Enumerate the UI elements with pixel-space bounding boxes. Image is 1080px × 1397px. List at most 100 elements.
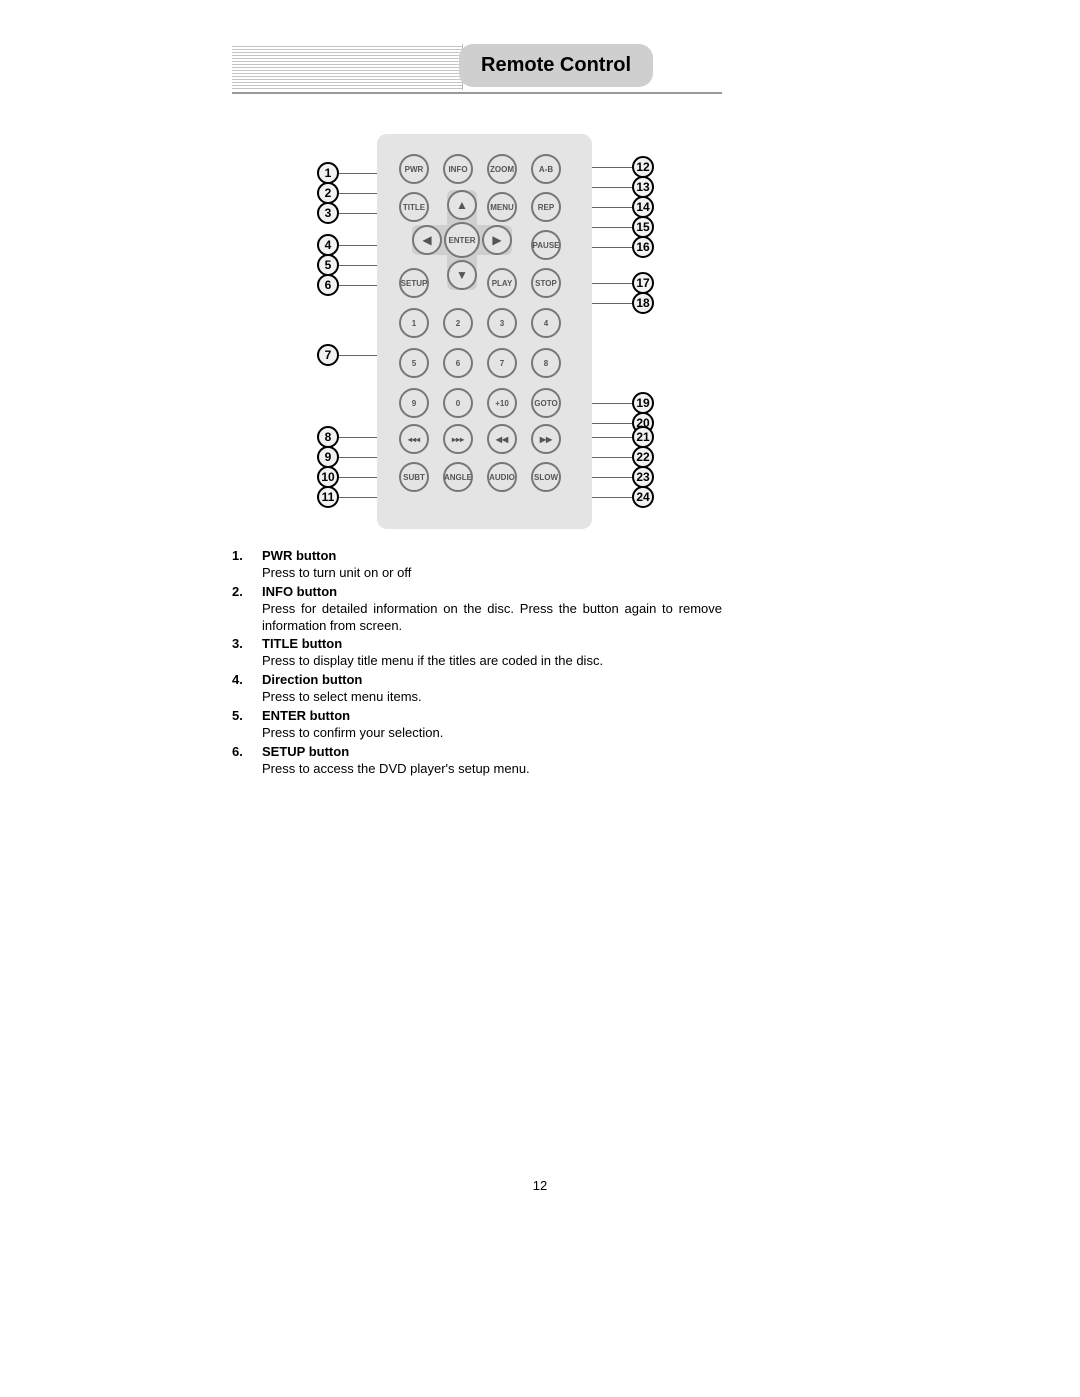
remote-btn-stop: STOP xyxy=(531,268,561,298)
description-number: 5. xyxy=(232,708,262,742)
description-body: TITLE buttonPress to display title menu … xyxy=(262,636,722,670)
page-header: Remote Control xyxy=(232,40,722,90)
remote-btn-num-5: 5 xyxy=(399,348,429,378)
description-title: INFO button xyxy=(262,584,722,601)
header-rule xyxy=(232,92,722,94)
callout-13: 13 xyxy=(632,176,654,198)
remote-btn-pwr: PWR xyxy=(399,154,429,184)
remote-btn-a-b: A-B xyxy=(531,154,561,184)
description-number: 3. xyxy=(232,636,262,670)
description-text: Press to display title menu if the title… xyxy=(262,653,722,670)
callout-18: 18 xyxy=(632,292,654,314)
callout-1: 1 xyxy=(317,162,339,184)
description-list: 1.PWR buttonPress to turn unit on or off… xyxy=(232,548,722,780)
callout-3: 3 xyxy=(317,202,339,224)
remote-btn-title: TITLE xyxy=(399,192,429,222)
sheet: Remote Control 1234567891011 12131415161… xyxy=(0,0,1080,1397)
dpad-right-icon: ▶ xyxy=(482,225,512,255)
description-body: Direction buttonPress to select menu ite… xyxy=(262,672,722,706)
remote-btn-num-9: 9 xyxy=(399,388,429,418)
callout-9: 9 xyxy=(317,446,339,468)
description-title: ENTER button xyxy=(262,708,722,725)
header-decorative-lines xyxy=(232,44,463,90)
description-text: Press to confirm your selection. xyxy=(262,725,722,742)
description-title: PWR button xyxy=(262,548,722,565)
dpad-down-icon: ▼ xyxy=(447,260,477,290)
remote-btn-num-8: 8 xyxy=(531,348,561,378)
remote-btn-transport-1: ▸▸▸ xyxy=(443,424,473,454)
callout-15: 15 xyxy=(632,216,654,238)
remote-btn-num-6: 6 xyxy=(443,348,473,378)
callout-2: 2 xyxy=(317,182,339,204)
description-item-5: 5.ENTER buttonPress to confirm your sele… xyxy=(232,708,722,742)
remote-btn-angle: ANGLE xyxy=(443,462,473,492)
remote-btn-slow: SLOW xyxy=(531,462,561,492)
description-body: PWR buttonPress to turn unit on or off xyxy=(262,548,722,582)
page-number: 12 xyxy=(0,1178,1080,1193)
content-area: Remote Control 1234567891011 12131415161… xyxy=(232,40,722,554)
remote-btn-pause: PAUSE xyxy=(531,230,561,260)
description-item-1: 1.PWR buttonPress to turn unit on or off xyxy=(232,548,722,582)
remote-btn-setup: SETUP xyxy=(399,268,429,298)
callout-10: 10 xyxy=(317,466,339,488)
description-text: Press to select menu items. xyxy=(262,689,722,706)
callout-19: 19 xyxy=(632,392,654,414)
callout-16: 16 xyxy=(632,236,654,258)
remote-btn-info: INFO xyxy=(443,154,473,184)
callout-21: 21 xyxy=(632,426,654,448)
description-body: ENTER buttonPress to confirm your select… xyxy=(262,708,722,742)
callout-24: 24 xyxy=(632,486,654,508)
remote-btn-play: PLAY xyxy=(487,268,517,298)
remote-btn-num-0: 0 xyxy=(443,388,473,418)
page: Remote Control 1234567891011 12131415161… xyxy=(0,0,1080,1397)
callout-6: 6 xyxy=(317,274,339,296)
description-number: 2. xyxy=(232,584,262,635)
description-text: Press for detailed information on the di… xyxy=(262,601,722,635)
remote-btn-zoom: ZOOM xyxy=(487,154,517,184)
header-title: Remote Control xyxy=(481,54,631,76)
description-number: 6. xyxy=(232,744,262,778)
remote-btn-menu: MENU xyxy=(487,192,517,222)
callout-5: 5 xyxy=(317,254,339,276)
callout-11: 11 xyxy=(317,486,339,508)
remote-btn-num-GOTO: GOTO xyxy=(531,388,561,418)
remote-btn-num-3: 3 xyxy=(487,308,517,338)
description-title: TITLE button xyxy=(262,636,722,653)
dpad-left-icon: ◀ xyxy=(412,225,442,255)
callout-7: 7 xyxy=(317,344,339,366)
callout-4: 4 xyxy=(317,234,339,256)
description-item-4: 4.Direction buttonPress to select menu i… xyxy=(232,672,722,706)
callout-14: 14 xyxy=(632,196,654,218)
remote-diagram: 1234567891011 12131415161718192021222324… xyxy=(232,134,722,554)
remote-btn-num-+10: +10 xyxy=(487,388,517,418)
remote-btn-num-2: 2 xyxy=(443,308,473,338)
remote-btn-transport-2: ◀◀ xyxy=(487,424,517,454)
header-tab: Remote Control xyxy=(459,44,653,87)
description-text: Press to turn unit on or off xyxy=(262,565,722,582)
description-text: Press to access the DVD player's setup m… xyxy=(262,761,722,778)
description-body: INFO buttonPress for detailed informatio… xyxy=(262,584,722,635)
description-body: SETUP buttonPress to access the DVD play… xyxy=(262,744,722,778)
description-number: 1. xyxy=(232,548,262,582)
remote-btn-rep: REP xyxy=(531,192,561,222)
remote-btn-num-4: 4 xyxy=(531,308,561,338)
callout-17: 17 xyxy=(632,272,654,294)
remote-btn-transport-0: ◂◂◂ xyxy=(399,424,429,454)
callout-22: 22 xyxy=(632,446,654,468)
description-item-2: 2.INFO buttonPress for detailed informat… xyxy=(232,584,722,635)
callout-12: 12 xyxy=(632,156,654,178)
remote-btn-num-7: 7 xyxy=(487,348,517,378)
description-title: SETUP button xyxy=(262,744,722,761)
dpad-up-icon: ▲ xyxy=(447,190,477,220)
callout-8: 8 xyxy=(317,426,339,448)
description-item-3: 3.TITLE buttonPress to display title men… xyxy=(232,636,722,670)
description-item-6: 6.SETUP buttonPress to access the DVD pl… xyxy=(232,744,722,778)
remote-body: ▲ ▼ ◀ ▶ ENTER PWR INFO ZOOM A-B TITLE MENU REP… xyxy=(377,134,592,529)
remote-btn-transport-3: ▶▶ xyxy=(531,424,561,454)
remote-btn-num-1: 1 xyxy=(399,308,429,338)
remote-btn-audio: AUDIO xyxy=(487,462,517,492)
description-number: 4. xyxy=(232,672,262,706)
callout-23: 23 xyxy=(632,466,654,488)
enter-button: ENTER xyxy=(444,222,480,258)
description-title: Direction button xyxy=(262,672,722,689)
